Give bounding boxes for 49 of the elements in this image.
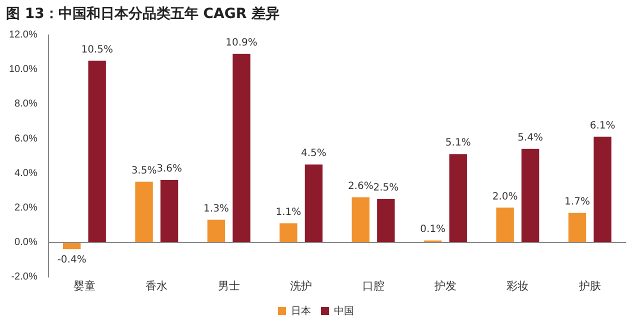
bar	[377, 199, 395, 242]
data-label: 0.1%	[420, 224, 446, 236]
y-tick-label: 12.0%	[8, 30, 38, 41]
x-tick-label: 婴童	[73, 279, 96, 292]
data-label: 2.0%	[492, 191, 518, 202]
y-tick-label: 0.0%	[14, 236, 38, 248]
chart-title: 图 13：中国和日本分品类五年 CAGR 差异	[6, 6, 280, 22]
x-tick-label: 彩妆	[506, 280, 529, 292]
y-tick-label: 6.0%	[14, 133, 38, 144]
bar	[304, 164, 323, 242]
bar	[449, 154, 467, 242]
bar	[135, 182, 153, 242]
data-label: 5.1%	[445, 138, 471, 149]
data-label: 1.1%	[276, 206, 302, 218]
data-label: 5.4%	[518, 132, 544, 144]
data-label: 10.5%	[81, 44, 113, 56]
bar	[232, 54, 250, 242]
data-label: 1.3%	[204, 203, 229, 214]
data-label: 10.9%	[226, 37, 258, 48]
data-label: 6.1%	[590, 120, 616, 132]
bar	[496, 208, 514, 242]
data-label: 3.6%	[156, 164, 182, 175]
data-label: -0.4%	[57, 254, 86, 266]
bar	[207, 220, 226, 242]
y-tick-label: 10.0%	[8, 64, 38, 76]
y-tick-label: 4.0%	[14, 168, 38, 179]
x-tick-label: 口腔	[362, 279, 384, 292]
x-tick-label: 洗护	[290, 279, 312, 292]
legend-label: 日本	[291, 304, 311, 317]
x-tick-label: 护肤	[578, 279, 601, 292]
bar	[280, 223, 298, 242]
data-label: 2.6%	[348, 180, 374, 192]
data-label: 4.5%	[301, 148, 326, 160]
data-label: 1.7%	[564, 196, 590, 208]
y-tick-label: 8.0%	[14, 98, 38, 110]
data-label: 2.5%	[373, 182, 399, 194]
y-tick-label: 2.0%	[14, 202, 38, 214]
data-label: 3.5%	[131, 165, 157, 176]
bar	[352, 197, 370, 242]
y-tick-label: -2.0%	[11, 272, 38, 283]
bar	[160, 180, 178, 242]
x-tick-label: 香水	[146, 279, 168, 292]
bar	[521, 148, 540, 242]
x-tick-label: 男士	[218, 279, 240, 292]
x-tick-label: 护发	[433, 279, 456, 292]
bar	[594, 136, 612, 242]
legend-label: 中国	[334, 304, 354, 317]
bar	[88, 60, 106, 242]
bar	[568, 212, 586, 242]
